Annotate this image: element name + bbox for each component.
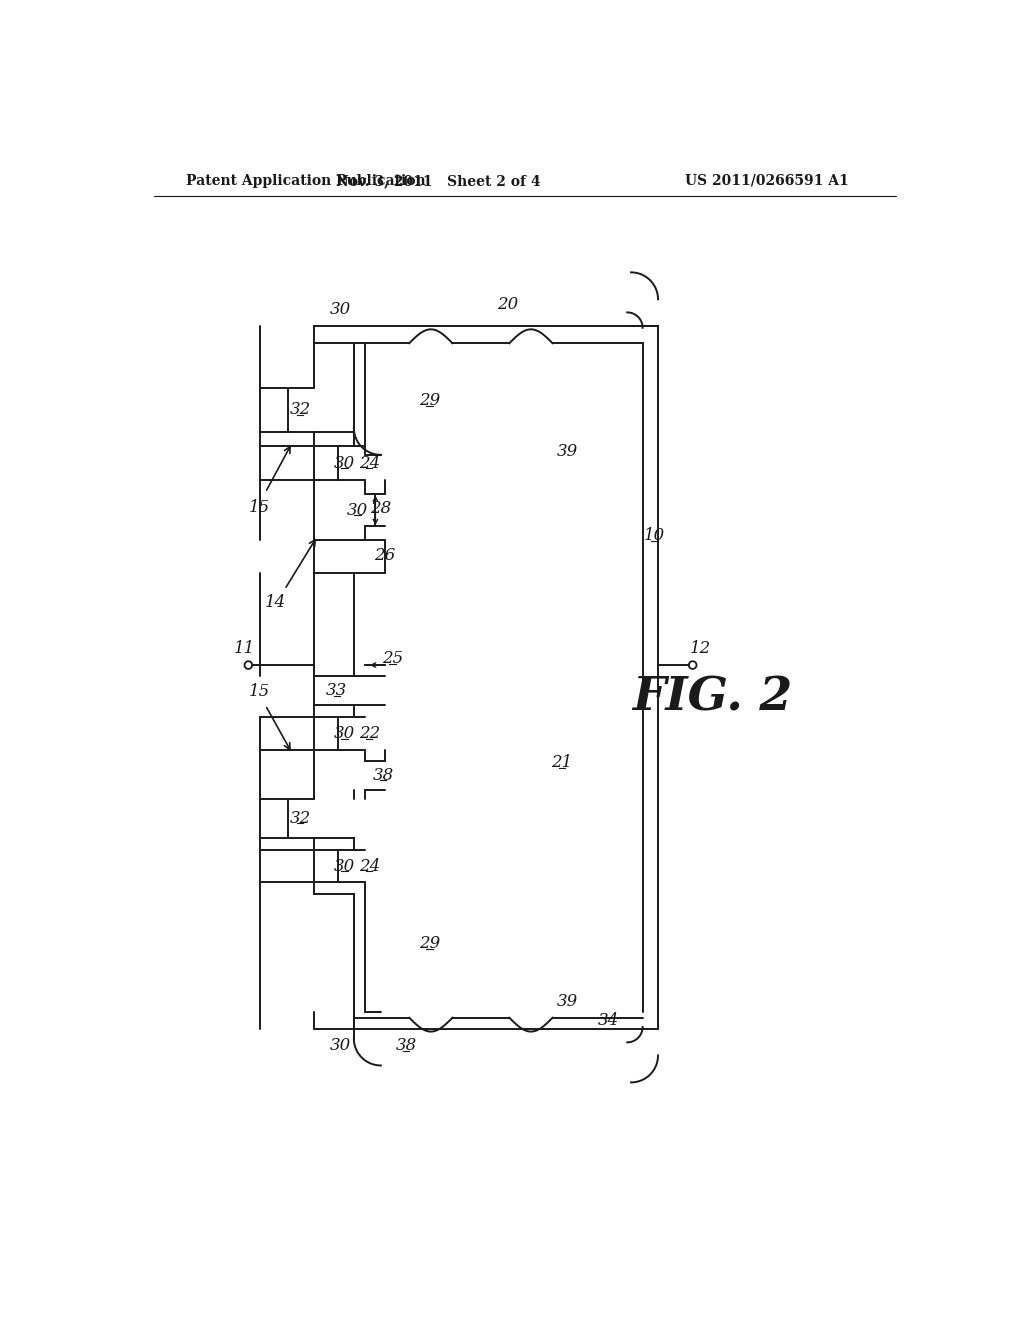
Text: 34: 34 — [597, 1012, 618, 1030]
Text: FIG. 2: FIG. 2 — [632, 675, 792, 721]
Text: 26: 26 — [374, 548, 395, 564]
Text: 32: 32 — [290, 809, 310, 826]
Text: 22: 22 — [358, 725, 380, 742]
Text: 39: 39 — [557, 442, 579, 459]
Text: 32: 32 — [290, 401, 310, 418]
Text: 30: 30 — [330, 301, 351, 318]
Text: 39: 39 — [557, 993, 579, 1010]
Text: 29: 29 — [419, 936, 440, 952]
Text: 10: 10 — [643, 527, 665, 544]
Text: 24: 24 — [358, 858, 380, 875]
Text: Nov. 3, 2011   Sheet 2 of 4: Nov. 3, 2011 Sheet 2 of 4 — [336, 174, 541, 187]
Text: 15: 15 — [249, 499, 270, 516]
Text: Patent Application Publication: Patent Application Publication — [186, 174, 426, 187]
Text: 38: 38 — [373, 767, 394, 784]
Text: 20: 20 — [498, 296, 518, 313]
Text: 30: 30 — [330, 1038, 351, 1053]
Text: 25: 25 — [382, 651, 403, 668]
Text: 28: 28 — [371, 500, 391, 517]
Text: 15: 15 — [249, 682, 270, 700]
Text: US 2011/0266591 A1: US 2011/0266591 A1 — [685, 174, 849, 187]
Text: 21: 21 — [551, 754, 572, 771]
Text: 30: 30 — [347, 502, 369, 519]
Text: 38: 38 — [395, 1038, 417, 1053]
Text: 24: 24 — [358, 455, 380, 471]
Text: 30: 30 — [334, 455, 355, 471]
Text: 12: 12 — [690, 640, 711, 656]
Text: 30: 30 — [334, 725, 355, 742]
Text: 29: 29 — [419, 392, 440, 409]
Text: 33: 33 — [327, 682, 347, 700]
Text: 30: 30 — [334, 858, 355, 875]
Text: 11: 11 — [233, 640, 255, 656]
Text: 14: 14 — [264, 594, 286, 611]
